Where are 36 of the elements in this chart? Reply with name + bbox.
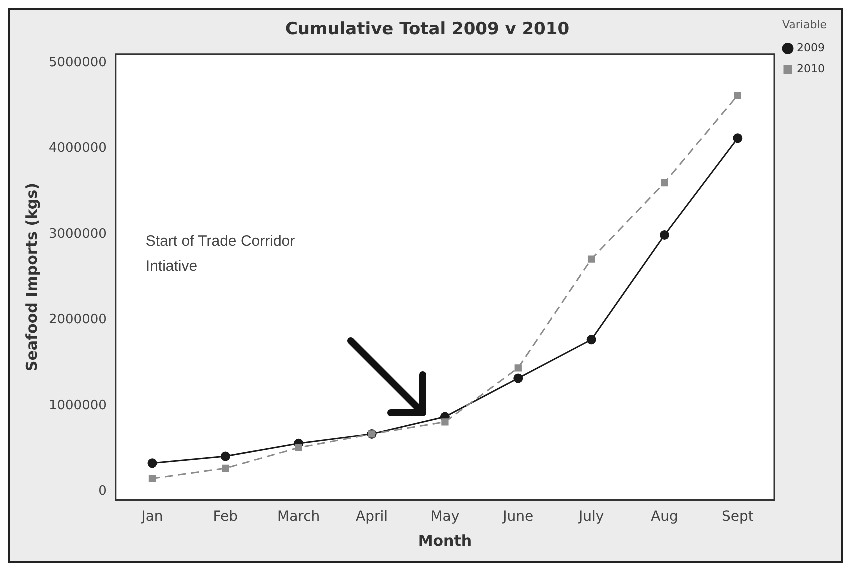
point — [148, 458, 158, 468]
y-tick-label: 1000000 — [48, 398, 107, 414]
y-tick-label: 2000000 — [48, 312, 107, 328]
y-tick-label: 0 — [98, 484, 107, 499]
point — [661, 179, 668, 187]
y-tick-label: 4000000 — [48, 141, 107, 156]
x-tick-label: Aug — [651, 509, 678, 526]
x-tick-label: June — [502, 509, 534, 526]
point — [442, 418, 449, 426]
point — [586, 335, 596, 345]
point — [588, 256, 596, 263]
x-tick-label: March — [278, 509, 320, 526]
y-tick-label: 5000000 — [48, 55, 107, 70]
point — [660, 230, 670, 240]
legend-label: 2010 — [797, 62, 826, 76]
point — [222, 464, 230, 472]
point — [734, 92, 742, 100]
x-tick-label: May — [430, 509, 460, 526]
legend-label: 2009 — [797, 42, 826, 55]
legend-title: Variable — [782, 18, 828, 32]
x-tick-label: Jan — [140, 509, 164, 526]
x-tick-label: April — [356, 509, 388, 526]
point — [514, 374, 524, 384]
chart-title: Cumulative Total 2009 v 2010 — [285, 20, 570, 40]
point — [295, 444, 302, 452]
x-tick-label: July — [578, 509, 604, 526]
point — [733, 134, 743, 144]
point — [148, 475, 156, 482]
x-tick-label: Feb — [213, 509, 238, 526]
y-tick-label: 3000000 — [48, 226, 107, 242]
x-axis-title: Month — [418, 532, 472, 550]
y-axis-title: Seafood Imports (kgs) — [22, 183, 41, 372]
point — [220, 452, 230, 462]
x-tick-label: Sept — [722, 509, 754, 526]
point — [514, 364, 522, 372]
annotation: Start of Trade Corridor Intiative — [146, 233, 296, 276]
